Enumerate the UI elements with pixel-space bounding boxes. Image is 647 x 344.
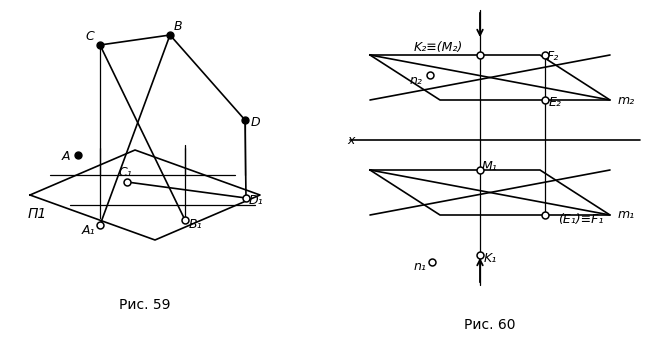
Text: D₁: D₁ — [248, 193, 263, 206]
Text: Рис. 60: Рис. 60 — [465, 318, 516, 332]
Text: A: A — [61, 151, 71, 163]
Text: x: x — [347, 133, 355, 147]
Text: C₁: C₁ — [118, 165, 132, 179]
Text: n₂: n₂ — [410, 74, 422, 86]
Text: K₁: K₁ — [483, 252, 497, 266]
Text: C: C — [85, 31, 94, 43]
Text: m₁: m₁ — [618, 208, 635, 222]
Text: A₁: A₁ — [82, 224, 94, 237]
Text: Π1: Π1 — [28, 207, 47, 221]
Text: B: B — [173, 21, 182, 33]
Text: n₁: n₁ — [413, 260, 426, 273]
Text: Рис. 59: Рис. 59 — [119, 298, 171, 312]
Text: m₂: m₂ — [618, 94, 635, 107]
Text: K₂≡(M₂): K₂≡(M₂) — [413, 41, 463, 54]
Text: B₁: B₁ — [188, 218, 202, 232]
Text: M₁: M₁ — [482, 160, 498, 172]
Text: E₂: E₂ — [549, 96, 562, 108]
Text: D: D — [250, 116, 260, 129]
Text: F₂: F₂ — [547, 51, 559, 64]
Text: (E₁)≡F₁: (E₁)≡F₁ — [558, 214, 604, 226]
